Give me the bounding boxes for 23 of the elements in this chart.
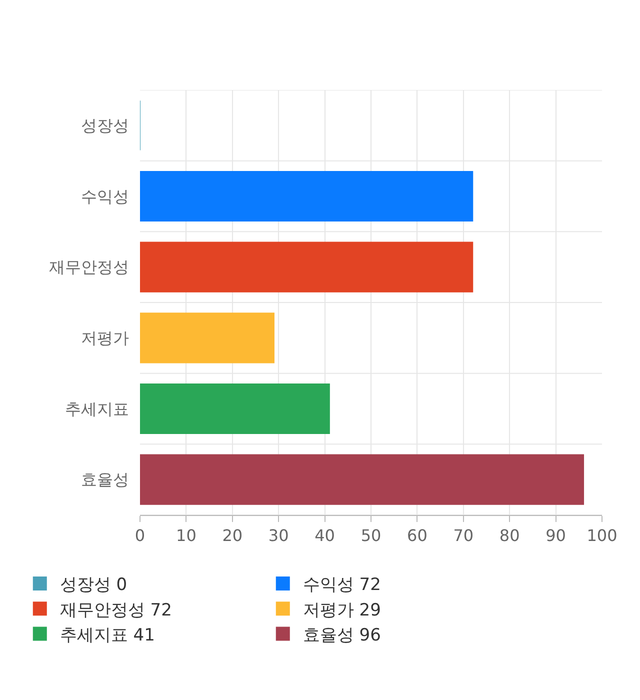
y-tick-label: 재무안정성 xyxy=(49,258,129,277)
y-tick-label: 효율성 xyxy=(81,470,129,490)
legend-label: 추세지표 41 xyxy=(60,625,155,646)
legend-label: 저평가 29 xyxy=(302,600,381,620)
legend-label: 재무안정성 72 xyxy=(60,600,172,620)
x-tick-label: 70 xyxy=(453,526,474,546)
x-tick-label: 100 xyxy=(586,526,618,546)
x-tick-label: 50 xyxy=(360,526,382,546)
y-tick-label: 추세지표 xyxy=(65,399,129,418)
y-tick-label: 수익성 xyxy=(81,186,129,206)
x-tick-label: 30 xyxy=(268,526,289,546)
x-tick-label: 20 xyxy=(222,526,243,546)
x-tick-label: 60 xyxy=(407,526,428,546)
x-tick-label: 80 xyxy=(499,526,520,546)
legend-label: 수익성 72 xyxy=(302,575,381,596)
x-tick-label: 90 xyxy=(546,526,566,546)
legend-label: 성장성 0 xyxy=(60,575,128,596)
x-tick-label: 10 xyxy=(176,526,196,546)
y-tick-label: 성장성 xyxy=(81,116,129,136)
legend-label: 효율성 96 xyxy=(302,625,381,646)
x-tick-label: 0 xyxy=(134,526,146,546)
y-tick-label: 저평가 xyxy=(81,328,129,348)
x-tick-label: 40 xyxy=(314,526,335,546)
